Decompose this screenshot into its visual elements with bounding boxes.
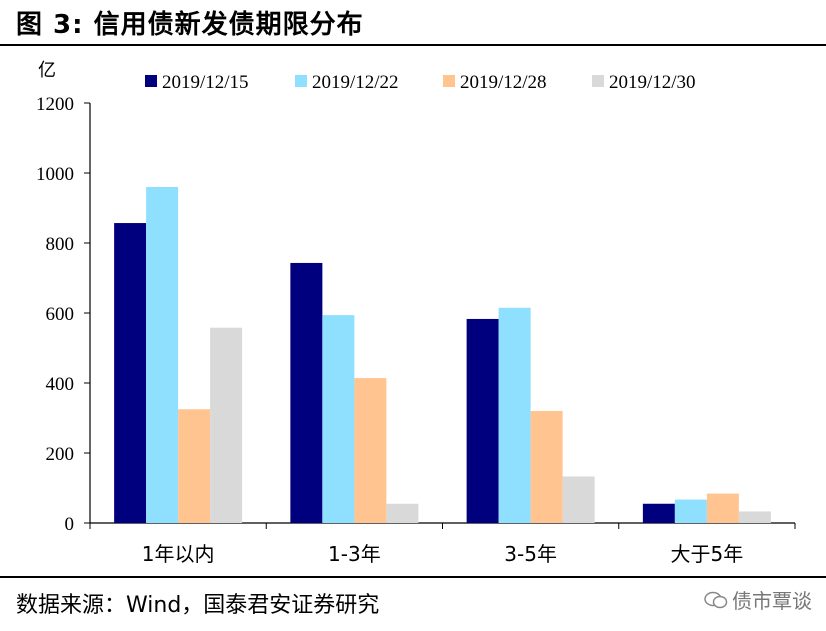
bar — [114, 223, 147, 524]
watermark: 债市覃谈 — [704, 585, 812, 614]
y-tick-label: 400 — [46, 374, 75, 395]
bar — [146, 187, 179, 523]
y-axis: 0 200 400 600 800 1000 1200 — [36, 94, 91, 535]
legend-label: 2019/12/28 — [460, 72, 547, 93]
y-tick-label: 800 — [46, 234, 75, 255]
bar — [354, 378, 387, 523]
title-divider — [0, 44, 826, 46]
x-category-label: 1-3年 — [328, 542, 381, 566]
bar — [386, 503, 419, 523]
bar — [466, 318, 499, 523]
y-tick-label: 1200 — [36, 94, 74, 115]
bar — [498, 307, 531, 523]
y-tick-label: 600 — [46, 304, 75, 325]
bars — [114, 187, 771, 524]
bar — [674, 499, 707, 523]
bar-chart: 2019/12/15 2019/12/22 2019/12/28 2019/12/30… — [36, 60, 796, 566]
x-axis: 1年以内 1-3年 3-5年 大于5年 — [89, 522, 796, 566]
bar — [322, 315, 355, 523]
legend-label: 2019/12/22 — [312, 72, 399, 93]
bar — [210, 327, 243, 523]
bar — [706, 493, 739, 523]
legend-swatch — [145, 75, 157, 87]
y-axis-unit-label: 亿 — [38, 60, 56, 81]
bar — [178, 409, 211, 523]
bar — [738, 511, 771, 523]
legend-swatch — [592, 75, 604, 87]
watermark-text: 债市覃谈 — [732, 589, 812, 613]
y-tick-label: 200 — [46, 444, 75, 465]
legend-label: 2019/12/15 — [162, 72, 249, 93]
bar — [562, 476, 595, 523]
source-note: 数据来源：Wind，国泰君安证券研究 — [16, 593, 380, 618]
x-category-label: 大于5年 — [671, 542, 744, 566]
wechat-icon — [704, 591, 728, 608]
x-category-label: 3-5年 — [504, 542, 557, 566]
legend-swatch — [443, 75, 455, 87]
footer-divider — [0, 576, 826, 578]
bar — [290, 262, 323, 523]
legend-swatch — [295, 75, 307, 87]
legend: 2019/12/15 2019/12/22 2019/12/28 2019/12/30 — [145, 72, 696, 93]
legend-label: 2019/12/30 — [609, 72, 696, 93]
page-title: 图 3: 信用债新发债期限分布 — [16, 10, 364, 40]
y-tick-label: 1000 — [36, 164, 74, 185]
y-tick-label: 0 — [65, 514, 75, 535]
bar — [642, 503, 675, 523]
bar — [530, 411, 563, 523]
x-category-label: 1年以内 — [142, 542, 215, 566]
